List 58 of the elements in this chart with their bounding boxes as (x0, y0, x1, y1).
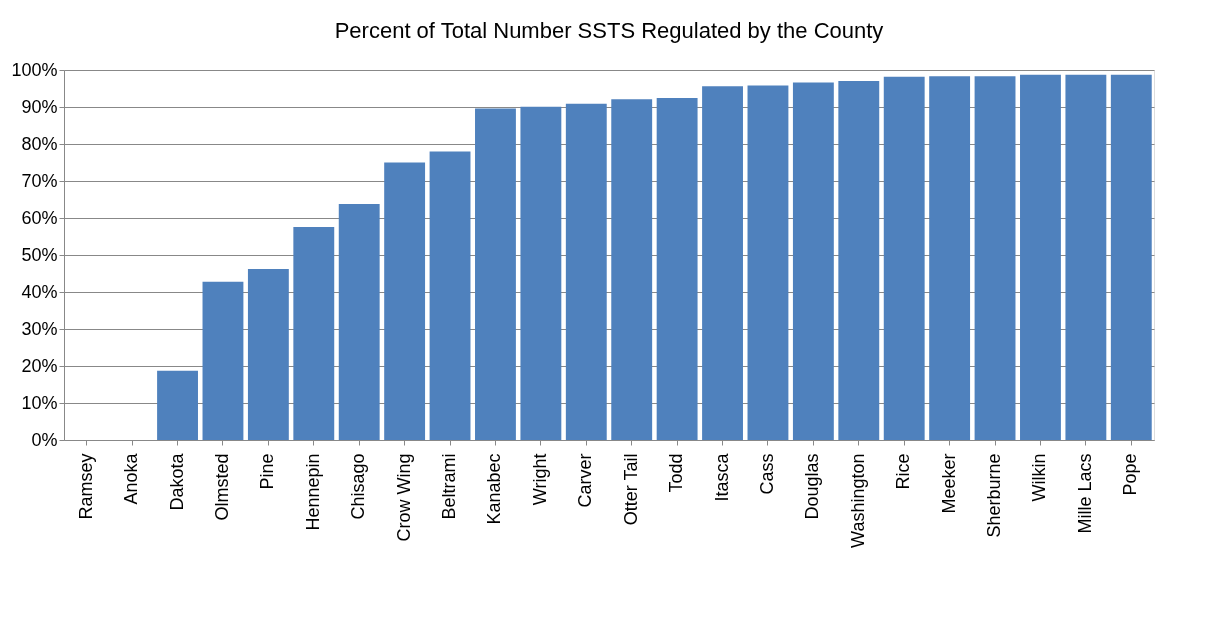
x-tick-label: Crow Wing (393, 453, 414, 542)
bar (838, 81, 880, 440)
x-tick-label: Carver (575, 453, 596, 508)
x-tick-label: Meeker (938, 453, 959, 514)
y-tick-label: 90% (21, 96, 58, 117)
x-tick-label: Wright (529, 453, 550, 506)
x-tick-label: Anoka (121, 452, 142, 505)
y-tick-label: 80% (21, 133, 58, 154)
x-tick-label: Ramsey (75, 453, 96, 520)
bar (702, 86, 743, 440)
x-tick-label: Pine (257, 453, 278, 490)
bar (565, 103, 607, 440)
x-tick-label: Chisago (348, 453, 369, 520)
bar (883, 76, 925, 440)
y-tick-label: 0% (31, 429, 58, 450)
x-tick-label: Cass (756, 453, 777, 495)
x-tick-label: Rice (893, 453, 914, 490)
x-tick-label: Olmsted (211, 453, 232, 521)
y-tick-label: 30% (21, 318, 58, 339)
y-tick-label: 10% (21, 392, 58, 413)
x-tick-label: Otter Tail (620, 453, 641, 526)
x-tick-label: Douglas (802, 453, 823, 520)
bar (929, 76, 971, 440)
y-tick-label: 60% (21, 207, 58, 228)
bar (475, 108, 516, 440)
x-tick-label: Pope (1120, 453, 1141, 496)
bar (157, 370, 198, 440)
bar (1110, 74, 1152, 440)
bar (293, 226, 335, 440)
bar (429, 151, 471, 440)
y-tick-label: 70% (21, 170, 58, 191)
x-tick-label: Hennepin (302, 453, 323, 531)
bar (520, 106, 562, 440)
y-tick-label: 50% (21, 244, 58, 265)
bar (338, 203, 380, 440)
y-tick-label: 20% (21, 355, 58, 376)
bar (656, 98, 698, 440)
y-tick-label: 100% (11, 59, 58, 80)
x-tick-label: Wilkin (1029, 453, 1050, 502)
x-tick-label: Beltrami (439, 453, 460, 520)
x-tick-label: Washington (847, 453, 868, 548)
bar (747, 85, 789, 440)
x-tick-label: Mille Lacs (1074, 453, 1095, 534)
x-tick-label: Sherburne (984, 453, 1005, 538)
x-tick-label: Dakota (166, 452, 187, 511)
bar (1065, 74, 1107, 440)
bar (1020, 74, 1061, 440)
bar (384, 162, 426, 440)
bar (247, 269, 289, 440)
x-tick-label: Kanabec (484, 453, 505, 525)
bar (792, 82, 834, 440)
y-tick-label: 40% (21, 281, 58, 302)
x-tick-label: Todd (666, 453, 687, 493)
bar (974, 76, 1016, 440)
x-tick-label: Itasca (711, 452, 732, 502)
bar (202, 281, 244, 440)
chart-title: Percent of Total Number SSTS Regulated by the County (334, 18, 884, 43)
bar (611, 99, 653, 440)
